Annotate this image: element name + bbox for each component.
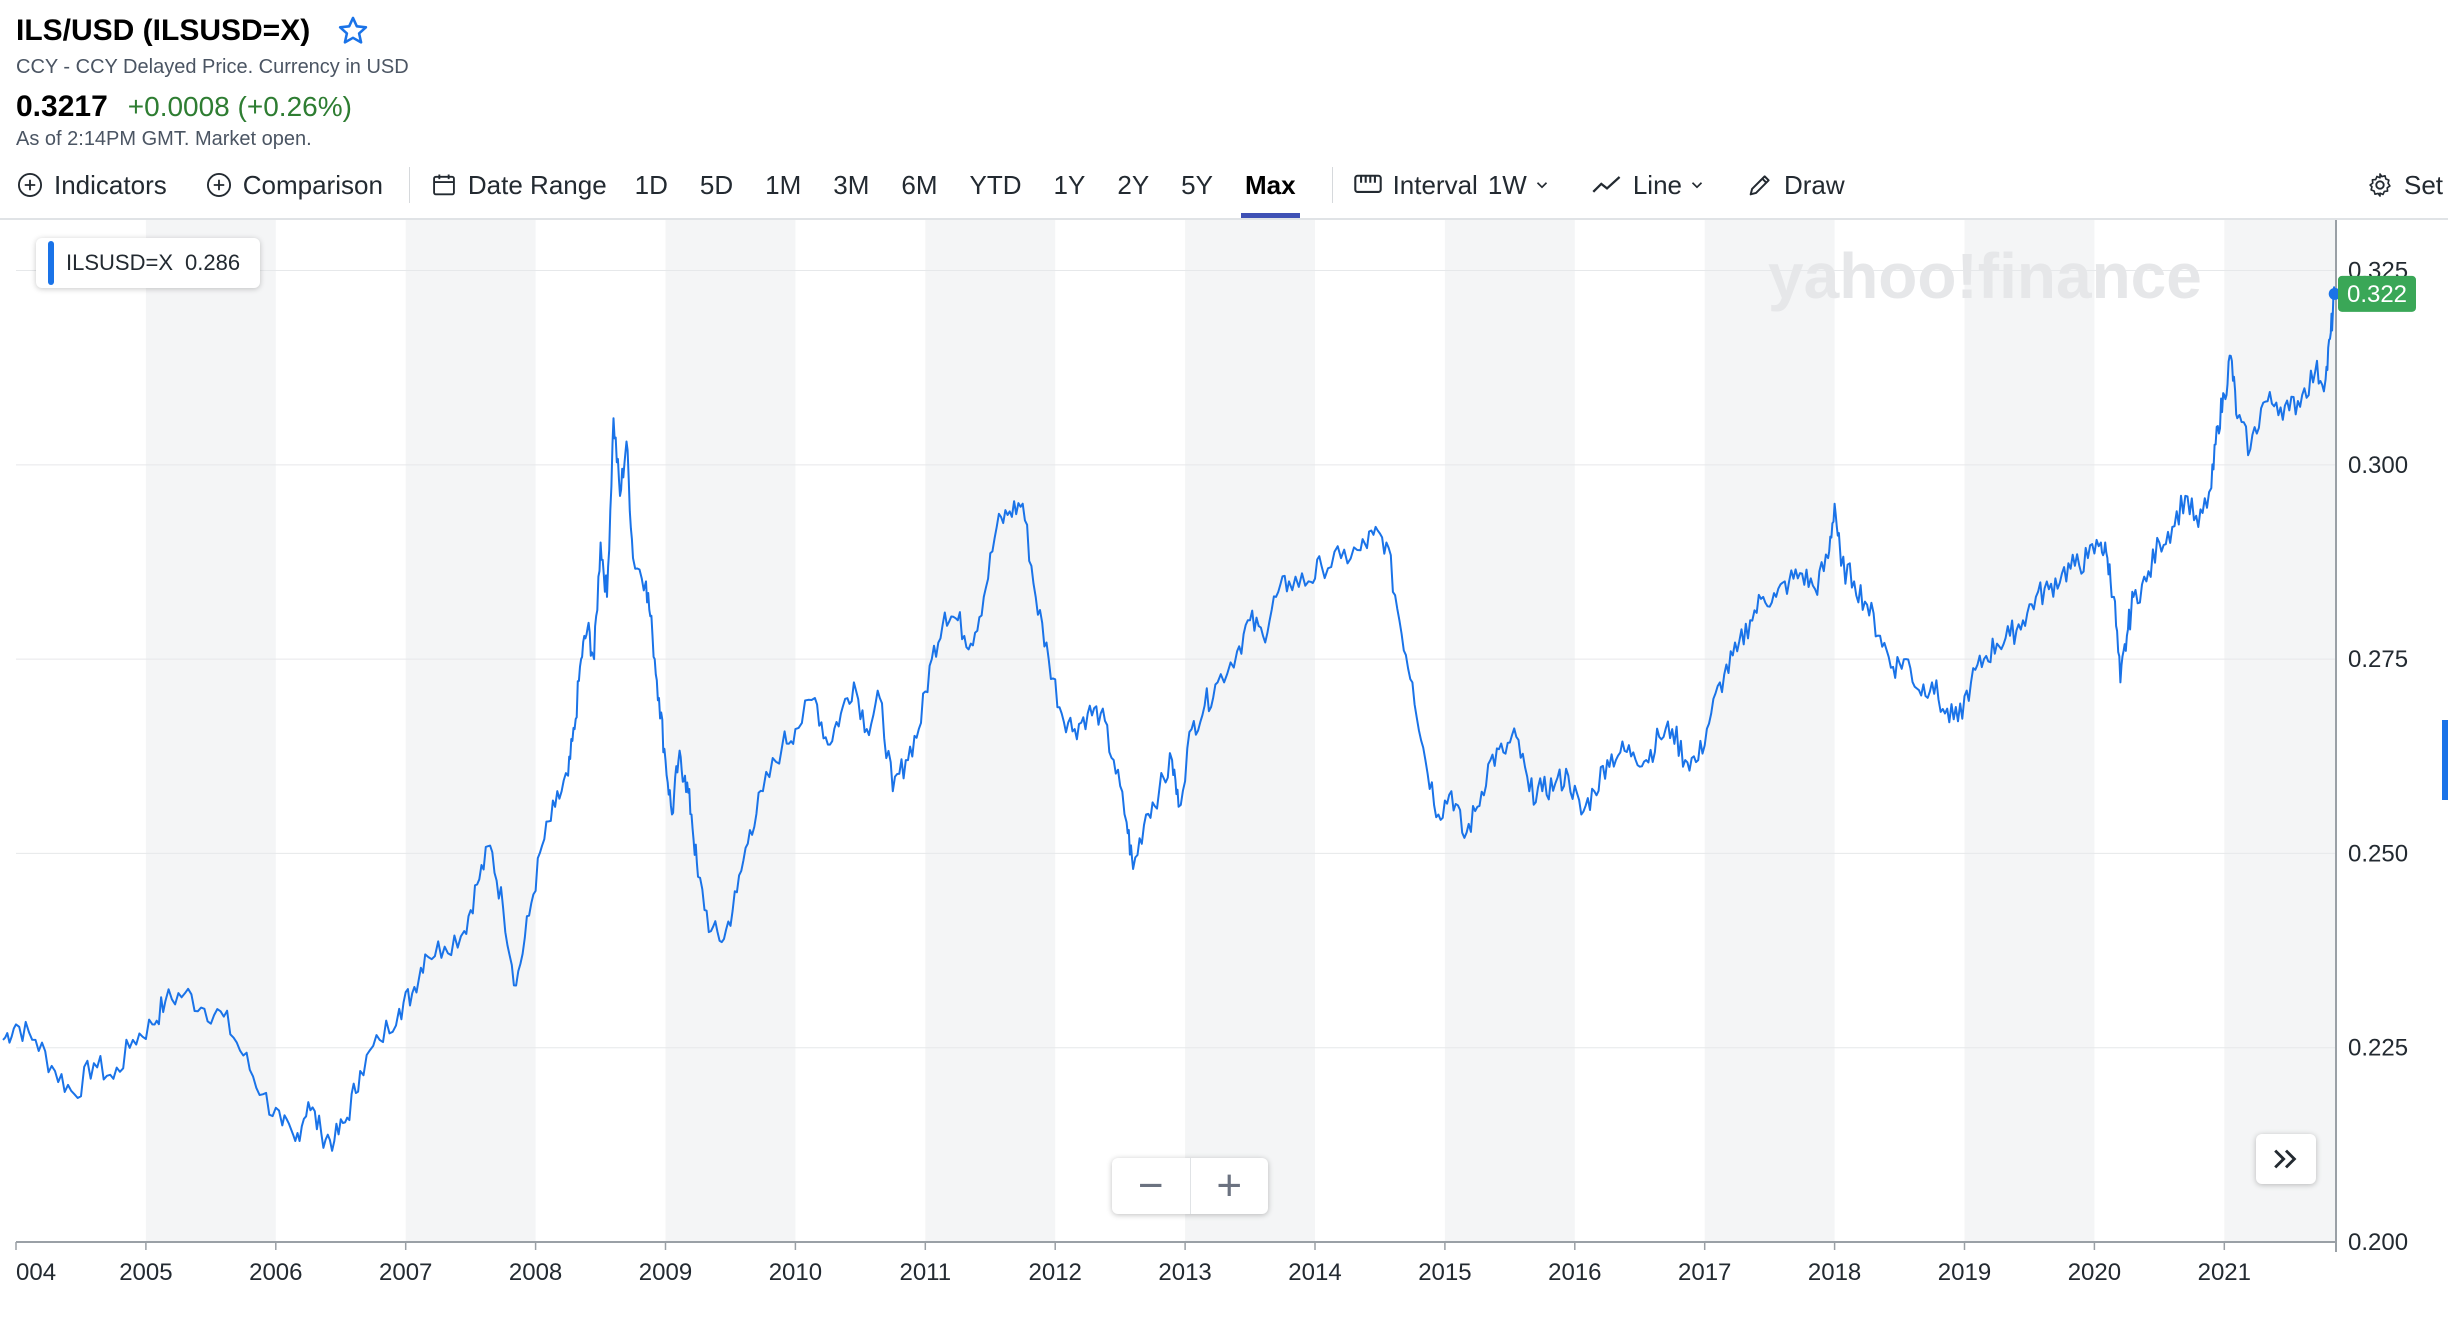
comparison-button[interactable]: Comparison <box>205 152 383 218</box>
year-band <box>1185 220 1315 1242</box>
zoom-controls: − + <box>1112 1158 1268 1214</box>
line-chart-icon <box>1592 176 1621 193</box>
x-tick-label: 2013 <box>1158 1259 1211 1286</box>
year-band <box>405 220 536 1242</box>
toolbar-divider <box>1331 167 1333 203</box>
price-chart[interactable]: 0.3250.3000.2750.2500.2250.200yahoo!fina… <box>0 220 2448 1330</box>
double-chevron-right-icon <box>2274 1149 2297 1169</box>
x-tick-label: 2008 <box>509 1259 562 1286</box>
pencil-icon <box>1749 175 1770 196</box>
legend-value: 0.286 <box>185 250 241 275</box>
year-band <box>665 220 796 1242</box>
quote-as-of: As of 2:14PM GMT. Market open. <box>16 128 312 150</box>
gear-icon <box>2369 173 2391 197</box>
comparison-label: Comparison <box>242 169 383 200</box>
chart-type-button[interactable]: Line <box>1591 152 1716 218</box>
last-price-label: 0.322 <box>2347 281 2407 308</box>
range-tab-1y[interactable]: 1Y <box>1053 169 1086 200</box>
draw-button[interactable]: Draw <box>1746 152 1845 218</box>
y-tick-label: 0.300 <box>2348 452 2408 479</box>
interval-button[interactable]: Interval 1W <box>1353 152 1561 218</box>
zoom-in-button[interactable]: + <box>1189 1158 1269 1214</box>
year-band <box>2224 220 2336 1242</box>
indicators-label: Indicators <box>54 169 167 200</box>
settings-button[interactable]: Set <box>2366 152 2443 218</box>
x-tick-label: 2006 <box>249 1259 302 1286</box>
series-legend: ILSUSD=X 0.286 <box>36 238 261 288</box>
range-tab-ytd[interactable]: YTD <box>969 169 1022 200</box>
y-tick-label: 0.225 <box>2348 1035 2408 1062</box>
range-tab-3m[interactable]: 3M <box>833 169 870 200</box>
x-tick-label: 2011 <box>899 1259 951 1286</box>
legend-color-bar <box>48 241 54 285</box>
x-tick-label: 2014 <box>1288 1259 1341 1286</box>
quote-title: ILS/USD (ILSUSD=X) <box>16 14 311 47</box>
x-tick-label: 2007 <box>379 1259 432 1286</box>
y-tick-label: 0.200 <box>2348 1229 2408 1256</box>
x-tick-label: 2012 <box>1029 1259 1082 1286</box>
indicators-button[interactable]: Indicators <box>16 152 167 218</box>
interval-icon <box>1353 174 1382 193</box>
interval-label: Interval <box>1392 169 1478 200</box>
x-tick-label: 2010 <box>769 1259 822 1286</box>
year-band <box>1444 220 1575 1242</box>
x-tick-label: 2017 <box>1678 1259 1731 1286</box>
star-outline-icon[interactable] <box>336 14 370 48</box>
y-tick-label: 0.275 <box>2348 646 2408 673</box>
x-tick-label: 004 <box>16 1259 56 1286</box>
year-band <box>1704 220 1835 1242</box>
chevron-down-icon <box>1536 182 1547 189</box>
toolbar-border <box>0 218 2448 220</box>
quote-price: 0.3217 <box>16 90 108 123</box>
quote-subtitle: CCY - CCY Delayed Price. Currency in USD <box>16 56 409 78</box>
range-tab-max[interactable]: Max <box>1229 152 1312 218</box>
range-tabs: 1D 5D 1M 3M 6M YTD 1Y 2Y 5Y Max <box>619 152 1312 218</box>
quote-header: ILS/USD (ILSUSD=X) CCY - CCY Delayed Pri… <box>16 8 1216 151</box>
year-band <box>925 220 1056 1242</box>
x-tick-label: 2016 <box>1548 1259 1601 1286</box>
range-tab-5d[interactable]: 5D <box>699 169 734 200</box>
range-tab-1m[interactable]: 1M <box>765 169 802 200</box>
x-tick-label: 2020 <box>2068 1259 2121 1286</box>
year-band <box>145 220 276 1242</box>
zoom-out-button[interactable]: − <box>1137 1161 1164 1210</box>
last-price-dot <box>2328 287 2341 300</box>
edge-scroll-indicator[interactable] <box>2442 720 2448 800</box>
price-series-line <box>2 286 2336 1152</box>
quote-change: +0.0008 (+0.26%) <box>127 91 352 122</box>
plus-circle-icon <box>17 172 43 198</box>
x-tick-label: 2009 <box>639 1259 692 1286</box>
chart-type-label: Line <box>1632 169 1682 200</box>
yahoo-finance-watermark: yahoo!finance <box>1768 240 2202 312</box>
date-range-button[interactable]: Date Range <box>430 152 607 218</box>
x-tick-label: 2021 <box>2198 1259 2251 1286</box>
interval-value: 1W <box>1487 169 1527 200</box>
range-tab-6m[interactable]: 6M <box>901 169 938 200</box>
settings-label: Set <box>2404 169 2444 200</box>
range-tab-1d[interactable]: 1D <box>634 169 668 200</box>
toolbar-divider <box>408 167 410 203</box>
date-range-label: Date Range <box>467 169 607 200</box>
x-tick-label: 2015 <box>1418 1259 1471 1286</box>
year-band <box>1964 220 2095 1242</box>
last-price-badge <box>2338 275 2416 312</box>
draw-label: Draw <box>1783 169 1845 200</box>
plus-circle-icon <box>206 172 231 198</box>
x-tick-label: 2018 <box>1808 1259 1861 1286</box>
x-tick-label: 2019 <box>1938 1259 1991 1286</box>
chevron-down-icon <box>1691 182 1703 189</box>
range-tab-5y[interactable]: 5Y <box>1181 169 1213 200</box>
y-tick-label: 0.250 <box>2348 840 2408 867</box>
scroll-to-latest-button[interactable] <box>2256 1134 2316 1184</box>
calendar-icon <box>433 174 455 196</box>
legend-symbol: ILSUSD=X <box>66 250 173 275</box>
chart-toolbar: Indicators Comparison Date Range 1D 5D 1M 3… <box>0 152 2448 218</box>
x-tick-label: 2005 <box>119 1259 172 1286</box>
range-tab-2y[interactable]: 2Y <box>1117 169 1150 200</box>
